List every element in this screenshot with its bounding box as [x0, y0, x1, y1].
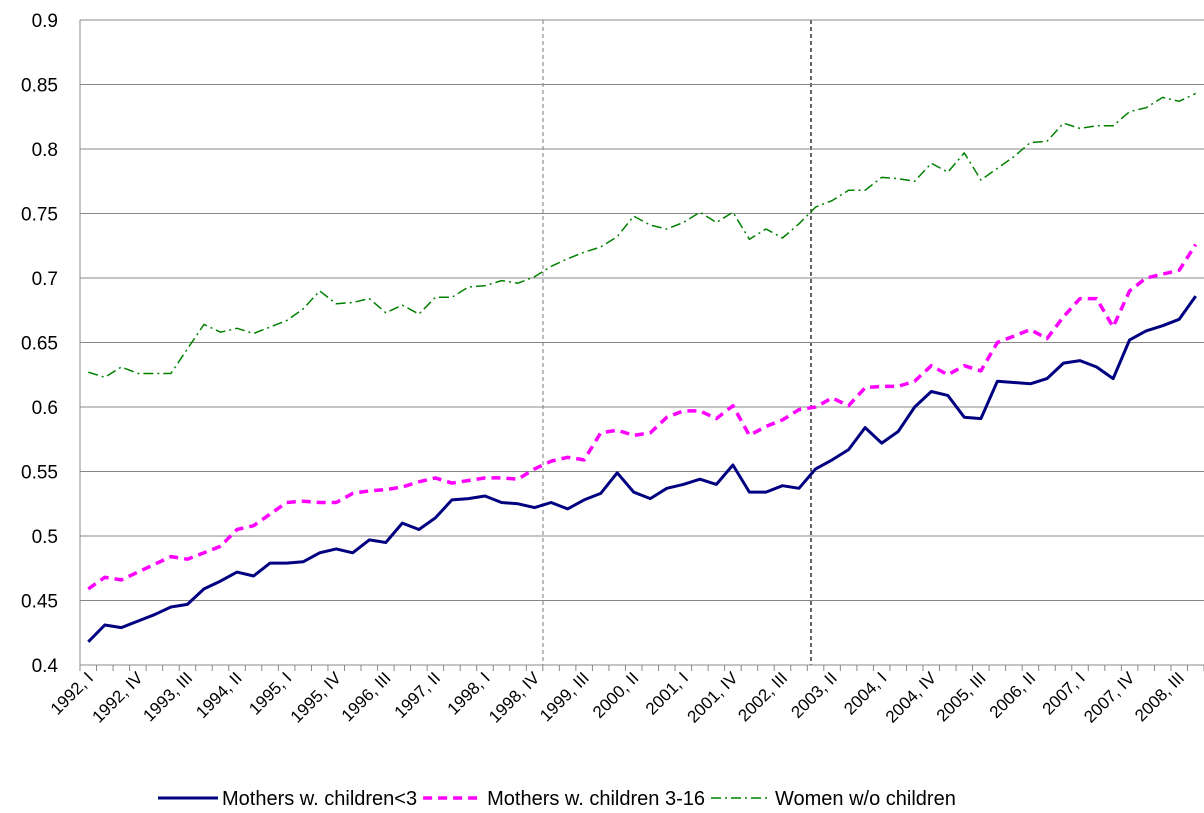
y-tick-label: 0.55: [21, 463, 58, 484]
x-tick-label: 2000, II: [589, 668, 643, 722]
x-tick-label: 1998, IV: [485, 668, 544, 727]
x-tick-label: 2007, IV: [1080, 668, 1139, 727]
y-tick-label: 0.7: [32, 269, 58, 290]
x-tick-label: 2004, IV: [882, 668, 941, 727]
x-tick-label: 1994, II: [192, 668, 246, 722]
x-tick-label: 1997, II: [391, 668, 445, 722]
x-tick-label: 1993, III: [139, 668, 196, 725]
x-tick-label: 2005, III: [933, 668, 990, 725]
x-tick-label: 2006, II: [986, 668, 1040, 722]
y-tick-label: 0.6: [32, 398, 58, 419]
x-tick-label: 1996, III: [338, 668, 395, 725]
x-tick-label: 2003, II: [787, 668, 841, 722]
legend-label: Mothers w. children 3-16: [487, 788, 705, 810]
x-tick-label: 2008, III: [1131, 668, 1188, 725]
y-tick-label: 0.8: [32, 140, 58, 161]
series-line: [88, 92, 1197, 379]
series-line: [87, 243, 1198, 591]
y-tick-label: 0.9: [32, 11, 58, 32]
x-tick-label: 1999, III: [536, 668, 593, 725]
x-tick-label: 2001, IV: [684, 668, 743, 727]
x-tick-label: 1992, IV: [88, 668, 147, 727]
legend: Mothers w. children<3 Mothers w. children…: [158, 788, 956, 810]
y-tick-label: 0.5: [32, 527, 58, 548]
x-tick-label: 2002, III: [734, 668, 791, 725]
x-tick-label: 1995, IV: [287, 668, 346, 727]
legend-label: Women w/o children: [775, 788, 956, 810]
series-line: [87, 295, 1197, 643]
y-tick-label: 0.85: [21, 76, 58, 97]
legend-label: Mothers w. children<3: [222, 788, 417, 810]
y-tick-label: 0.4: [32, 656, 59, 677]
y-tick-label: 0.65: [21, 334, 58, 355]
y-tick-label: 0.45: [21, 592, 58, 613]
y-tick-label: 0.75: [21, 205, 58, 226]
